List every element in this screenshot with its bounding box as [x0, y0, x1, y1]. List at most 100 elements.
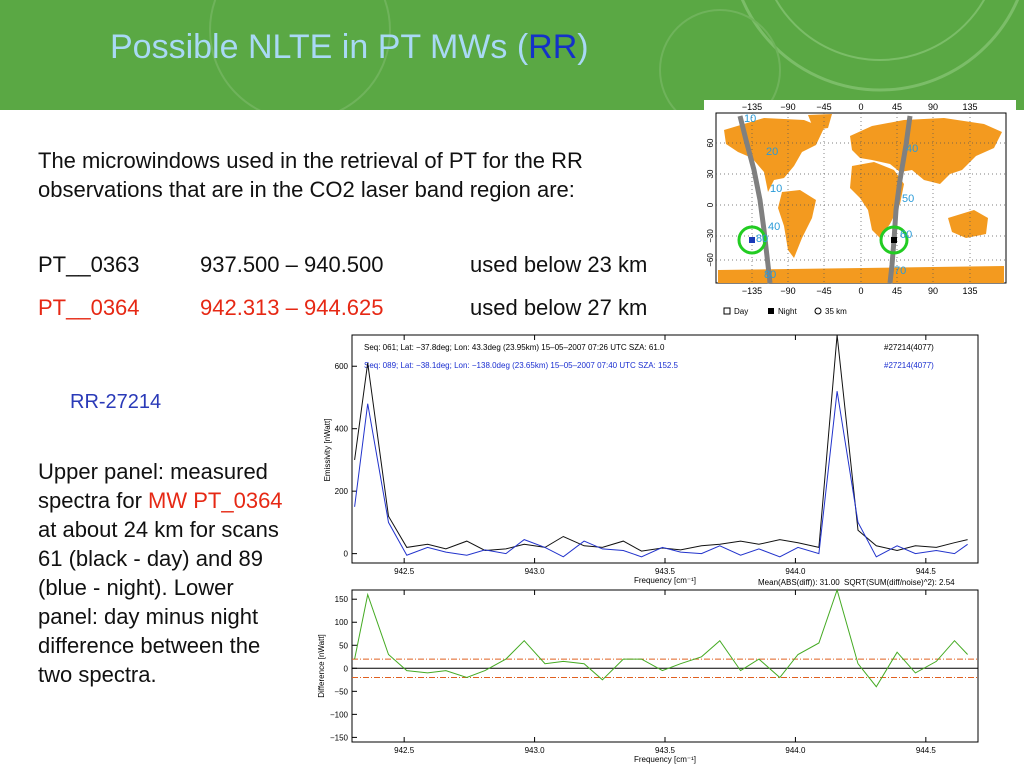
track-label: 70 [894, 265, 906, 277]
stats-left: Mean(ABS(diff)): 31.00 [758, 578, 840, 587]
mw-range: 937.500 – 940.500 [200, 252, 384, 277]
x-tick-label: 942.5 [394, 567, 415, 576]
series-line-0 [354, 334, 968, 552]
track-label: 60 [900, 229, 912, 241]
lower-difference-panel: Difference [nWatt] Frequency [cm⁻¹] 942.… [318, 588, 979, 764]
title-main: Possible NLTE in PT MWs ( [110, 28, 529, 66]
lon-tick: 0 [858, 102, 863, 112]
lon-tick: 90 [928, 102, 938, 112]
north-america [724, 118, 824, 192]
highlight-circle-right [879, 225, 909, 255]
lat-tick: 60 [706, 138, 715, 147]
legend-km: 35 km [825, 307, 847, 316]
highlight-circle-left [737, 225, 767, 255]
y-tick-label: 0 [344, 550, 349, 559]
track-label: 20 [766, 146, 778, 158]
upper-spectrum-panel: Seq: 061; Lat: −37.8deg; Lon: 43.3deg (2… [323, 334, 979, 587]
x-tick-label: 943.0 [525, 746, 546, 755]
lower-xlabel: Frequency [cm⁻¹] [634, 755, 696, 764]
upper-xlabel: Frequency [cm⁻¹] [634, 576, 696, 585]
track-left [737, 115, 773, 284]
y-tick-label: −50 [334, 687, 348, 696]
night-scan-marker [749, 237, 755, 243]
mw-row-0363: PT__0363 937.500 – 940.500 used below 23 k… [38, 250, 647, 279]
night-legend-icon [768, 308, 774, 314]
lon-tick: 45 [892, 286, 902, 296]
south-america [778, 190, 816, 258]
track-label: 40 [768, 221, 780, 233]
banner-decoration [209, 0, 1020, 110]
lower-frame [351, 589, 979, 743]
x-tick-label: 944.5 [916, 746, 937, 755]
track-label: 50 [902, 193, 914, 205]
legend-day: Day [734, 307, 748, 316]
intro-text: The microwindows used in the retrieval o… [38, 148, 583, 202]
track-label: 80 [756, 233, 768, 245]
stats-right: SQRT(SUM(diff/noise)^2): 2.54 [844, 578, 955, 587]
map-grid [716, 113, 1006, 283]
world-map: 10 20 10 40 80 80 40 50 60 70 −135 −90 −… [704, 100, 1016, 322]
mw-usage: used below 27 km [470, 295, 648, 320]
lon-tick: −45 [816, 286, 831, 296]
y-tick-label: 200 [335, 487, 349, 496]
africa [850, 162, 904, 238]
greenland [808, 114, 832, 130]
id-blue: #27214(4077) [884, 361, 934, 370]
lat-ticks: 60 30 0 −30 −60 [706, 138, 715, 267]
lon-tick: 135 [962, 102, 977, 112]
desc-part2: at about 24 km for scans 61 (black - day… [38, 517, 279, 687]
km-legend-icon [814, 307, 822, 315]
title-end: ) [577, 28, 589, 66]
x-tick-label: 943.0 [525, 567, 546, 576]
eurasia [850, 118, 1002, 184]
lat-tick: −30 [706, 229, 715, 243]
lon-ticks-top: −135 −90 −45 0 45 90 135 [742, 102, 978, 112]
page-title: Possible NLTE in PT MWs (RR) [110, 28, 589, 67]
track-right [887, 115, 913, 284]
lat-tick: 30 [706, 169, 715, 178]
desc-part1: Upper panel: measured spectra for [38, 459, 268, 513]
y-tick-label: 150 [335, 595, 349, 604]
mw-name: PT__0363 [38, 252, 140, 277]
lon-ticks-bottom: −135 −90 −45 0 45 90 135 [742, 286, 978, 296]
map-legend: Day Night 35 km [723, 307, 847, 316]
x-tick-label: 943.5 [655, 746, 676, 755]
lon-tick: −90 [780, 102, 795, 112]
antarctica [718, 266, 1004, 283]
lon-tick: 45 [892, 102, 902, 112]
y-tick-label: 600 [335, 362, 349, 371]
lon-tick: 90 [928, 286, 938, 296]
lon-tick: 135 [962, 286, 977, 296]
track-label: 10 [770, 183, 782, 195]
day-scan-marker [891, 237, 897, 243]
series-line-1 [354, 391, 968, 558]
mw-row-0364: PT__0364 942.313 – 944.625 used below 27 k… [38, 293, 647, 322]
desc-highlight: MW PT_0364 [148, 488, 283, 513]
y-tick-label: 100 [335, 618, 349, 627]
track-label: 80 [764, 269, 776, 281]
mw-range: 942.313 – 944.625 [200, 295, 384, 320]
y-tick-label: 400 [335, 425, 349, 434]
lon-tick: −90 [780, 286, 795, 296]
track-label: 10 [744, 113, 756, 125]
y-tick-label: −100 [330, 710, 349, 719]
lat-tick: 0 [706, 202, 715, 207]
header-black: Seq: 061; Lat: −37.8deg; Lon: 43.3deg (2… [364, 343, 665, 352]
legend-night: Night [778, 307, 797, 316]
track-label: 40 [906, 143, 918, 155]
lon-tick: −45 [816, 102, 831, 112]
australia [948, 210, 988, 238]
description-text: Upper panel: measured spectra for MW PT_… [38, 457, 293, 689]
lon-tick: 0 [858, 286, 863, 296]
x-tick-label: 944.5 [916, 567, 937, 576]
mw-usage: used below 23 km [470, 252, 648, 277]
title-highlight: RR [528, 28, 578, 66]
day-legend-icon [723, 307, 731, 315]
lat-tick: −60 [706, 253, 715, 267]
y-tick-label: 50 [339, 641, 348, 650]
continents [718, 114, 1004, 283]
series-line-0 [354, 588, 968, 688]
y-tick-label: −150 [330, 733, 349, 742]
id-black: #27214(4077) [884, 343, 934, 352]
x-tick-label: 943.5 [655, 567, 676, 576]
